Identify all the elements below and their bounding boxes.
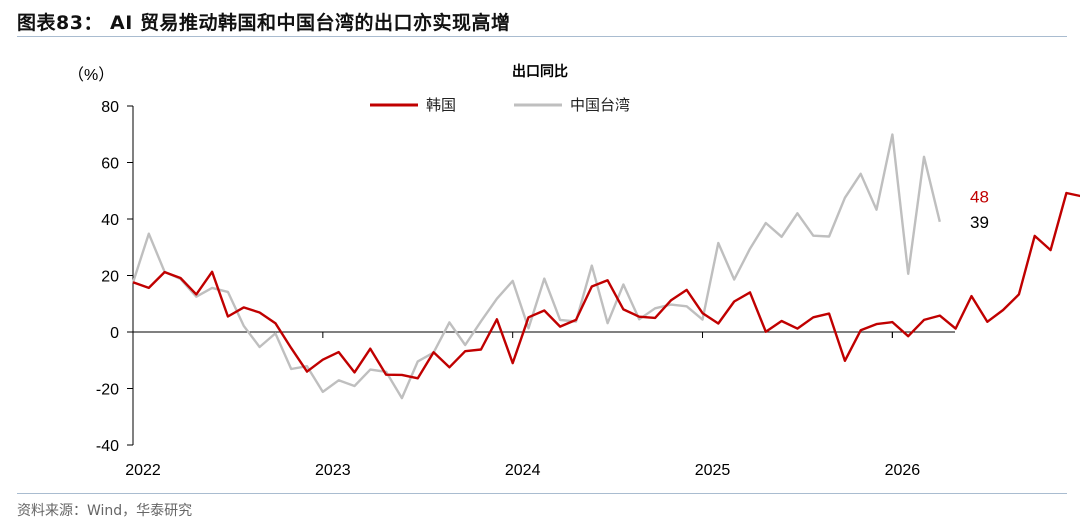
y-tick-label: 20 xyxy=(101,269,119,286)
x-tick-label: 2026 xyxy=(885,462,921,479)
series-layer xyxy=(131,133,1080,400)
legend-label-korea: 韩国 xyxy=(426,96,456,114)
footer-divider xyxy=(17,493,1067,494)
x-tick-label: 2024 xyxy=(505,462,541,479)
series-line-taiwan xyxy=(131,133,941,400)
y-tick-label: 0 xyxy=(110,325,119,342)
x-tick-label: 2023 xyxy=(315,462,351,479)
axes: 80 60 40 20 0 -20 -40 2022 2023 2024 2025 2026 xyxy=(96,99,955,479)
y-axis-unit-label: （%） xyxy=(68,66,114,84)
x-tick-label: 2022 xyxy=(125,462,161,479)
end-label-korea: 48 xyxy=(970,187,989,206)
legend-label-taiwan: 中国台湾 xyxy=(570,96,630,114)
y-tick-label: 60 xyxy=(101,156,119,173)
legend: 韩国 中国台湾 xyxy=(370,96,630,114)
title-divider xyxy=(17,36,1067,37)
y-tick-label: -40 xyxy=(96,438,119,455)
source-note: 资料来源：Wind，华泰研究 xyxy=(17,503,193,519)
y-tick-label: -20 xyxy=(96,382,119,399)
end-label-taiwan: 39 xyxy=(970,213,989,232)
chart-title: 出口同比 xyxy=(512,63,568,80)
y-tick-label: 80 xyxy=(101,99,119,116)
y-tick-label: 40 xyxy=(101,212,119,229)
series-line-korea xyxy=(132,191,1080,380)
figure-title: 图表83： AI 贸易推动韩国和中国台湾的出口亦实现高增 xyxy=(17,12,511,34)
x-tick-label: 2025 xyxy=(695,462,731,479)
